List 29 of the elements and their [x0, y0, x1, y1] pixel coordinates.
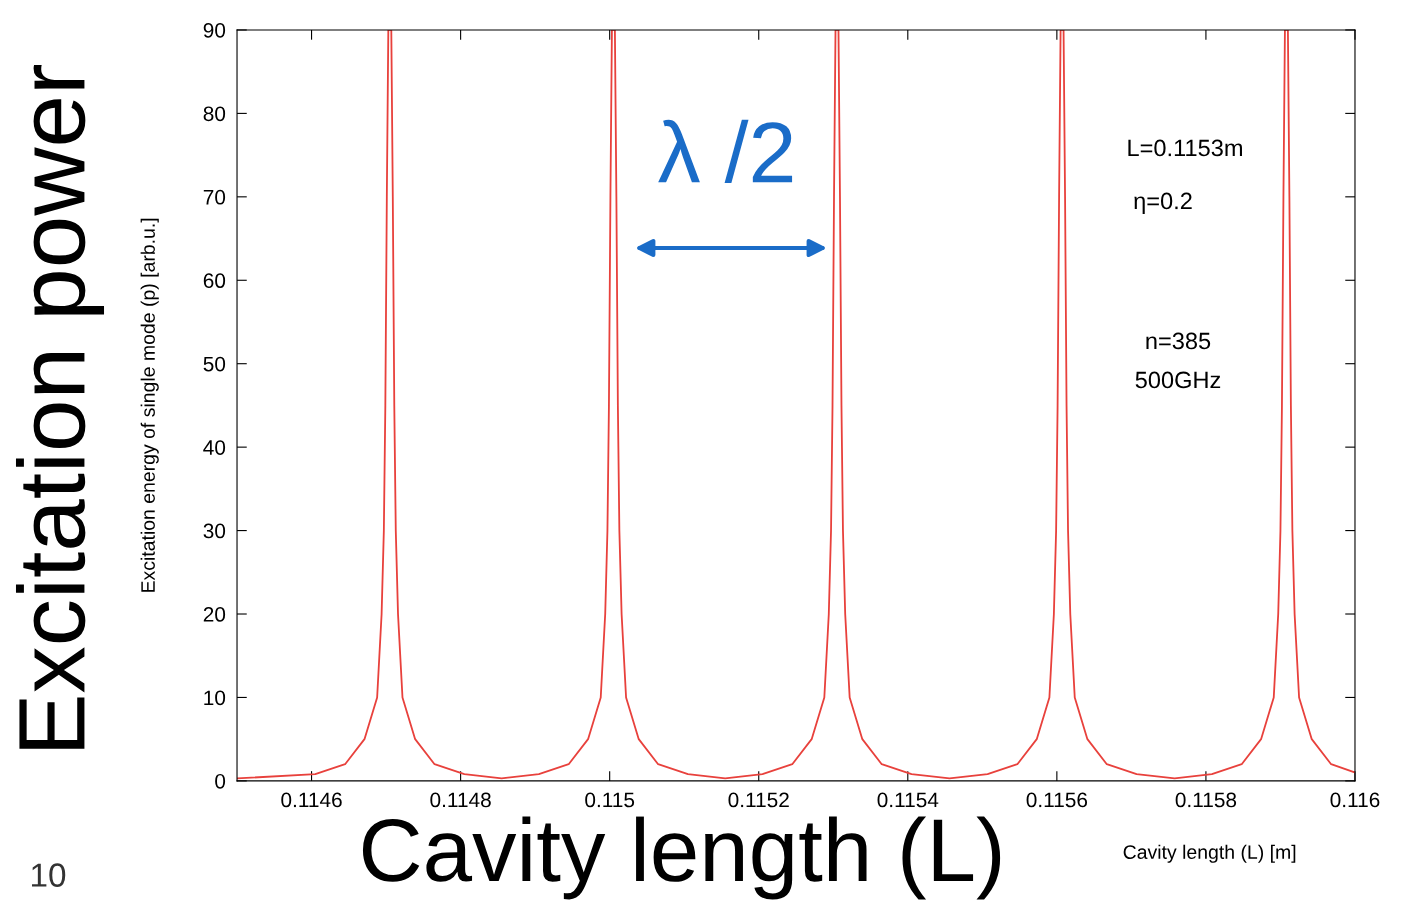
x-tick-label: 0.1148 [430, 792, 491, 808]
x-tick-label: 0.116 [1330, 792, 1380, 808]
y-tick-label: 20 [203, 607, 226, 622]
y-tick-label: 0 [215, 773, 226, 789]
annotation: n=385 [1146, 332, 1211, 350]
x-axis-title: Cavity length (L) [m] [1123, 844, 1296, 863]
y-tick-label: 70 [203, 189, 226, 205]
y-tick-label: 60 [203, 273, 226, 289]
annotation: η=0.2 [1134, 192, 1192, 214]
x-tick-label: 0.1154 [877, 792, 939, 808]
x-tick-label: 0.1146 [281, 792, 342, 808]
annotation: λ /2 [658, 119, 793, 184]
y-tick-label: 10 [204, 690, 226, 706]
y-tick-label: 80 [203, 106, 226, 122]
x-tick-label: 0.1152 [728, 792, 789, 808]
y-tick-label: 30 [203, 523, 226, 539]
text: Excitation power [15, 65, 105, 749]
x-tick-label: 0.1156 [1026, 792, 1088, 808]
x-tick-label: 0.1158 [1175, 792, 1237, 808]
y-axis-title: Excitation energy of single mode (p) [arb.u.] [140, 218, 159, 592]
text: 10 [32, 863, 66, 887]
line-series [237, 29, 1355, 780]
annotation: L=0.1153m [1128, 139, 1242, 157]
annotation: 500GHz [1135, 371, 1221, 389]
text: Cavity length (L) [362, 816, 1001, 900]
y-tick-label: 50 [203, 356, 226, 372]
y-tick-label: 90 [203, 22, 226, 38]
x-tick-label: 0.115 [585, 792, 635, 808]
y-tick-label: 40 [203, 440, 226, 455]
